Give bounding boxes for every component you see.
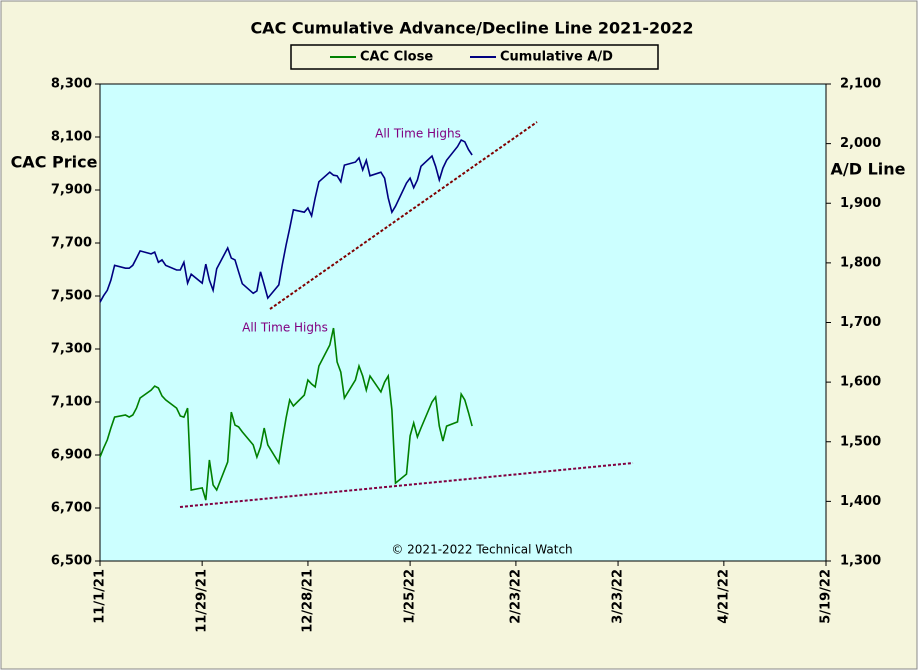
x-tick-label: 11/1/21 <box>93 569 108 624</box>
y2-tick-label: 1,600 <box>840 375 881 390</box>
annotation: All Time Highs <box>242 321 328 335</box>
trend-line <box>179 462 634 508</box>
series-line <box>99 138 473 303</box>
plot-area <box>99 83 827 562</box>
y2-tick-label: 1,400 <box>840 494 881 509</box>
annotation: All Time Highs <box>375 127 461 141</box>
x-tick-label: 4/21/22 <box>716 569 731 624</box>
y-tick-label: 6,500 <box>51 554 92 569</box>
y2-tick-label: 1,700 <box>840 315 881 330</box>
y2-tick-label: 2,000 <box>840 136 881 151</box>
chart-title: CAC Cumulative Advance/Decline Line 2021… <box>250 19 693 38</box>
y-tick-label: 6,900 <box>51 448 92 463</box>
legend-label: CAC Close <box>360 50 433 65</box>
x-tick-label: 2/23/22 <box>508 569 523 624</box>
y2-axis-label: A/D Line <box>831 160 906 179</box>
y-tick-label: 7,500 <box>51 289 92 304</box>
x-tick-label: 5/19/22 <box>819 569 834 624</box>
annotation: © 2021-2022 Technical Watch <box>391 543 572 557</box>
x-tick-label: 1/25/22 <box>403 569 418 624</box>
y2-tick-label: 1,500 <box>840 434 881 449</box>
y-tick-label: 7,300 <box>51 342 92 357</box>
x-tick-label: 11/29/21 <box>195 569 210 633</box>
y-tick-label: 7,100 <box>51 395 92 410</box>
y2-tick-label: 1,800 <box>840 255 881 270</box>
y2-tick-label: 1,900 <box>840 196 881 211</box>
y-axis-label: CAC Price <box>11 153 98 172</box>
series-line <box>99 327 473 501</box>
y-tick-label: 6,700 <box>51 501 92 516</box>
x-tick-label: 12/28/21 <box>300 569 315 633</box>
trend-line <box>269 121 538 310</box>
x-tick-label: 3/23/22 <box>611 569 626 624</box>
y-tick-label: 7,700 <box>51 236 92 251</box>
y2-tick-label: 2,100 <box>840 77 881 92</box>
y-tick-label: 7,900 <box>51 183 92 198</box>
y2-tick-label: 1,300 <box>840 554 881 569</box>
legend-label: Cumulative A/D <box>500 50 613 65</box>
y-tick-label: 8,300 <box>51 77 92 92</box>
y-tick-label: 8,100 <box>51 130 92 145</box>
